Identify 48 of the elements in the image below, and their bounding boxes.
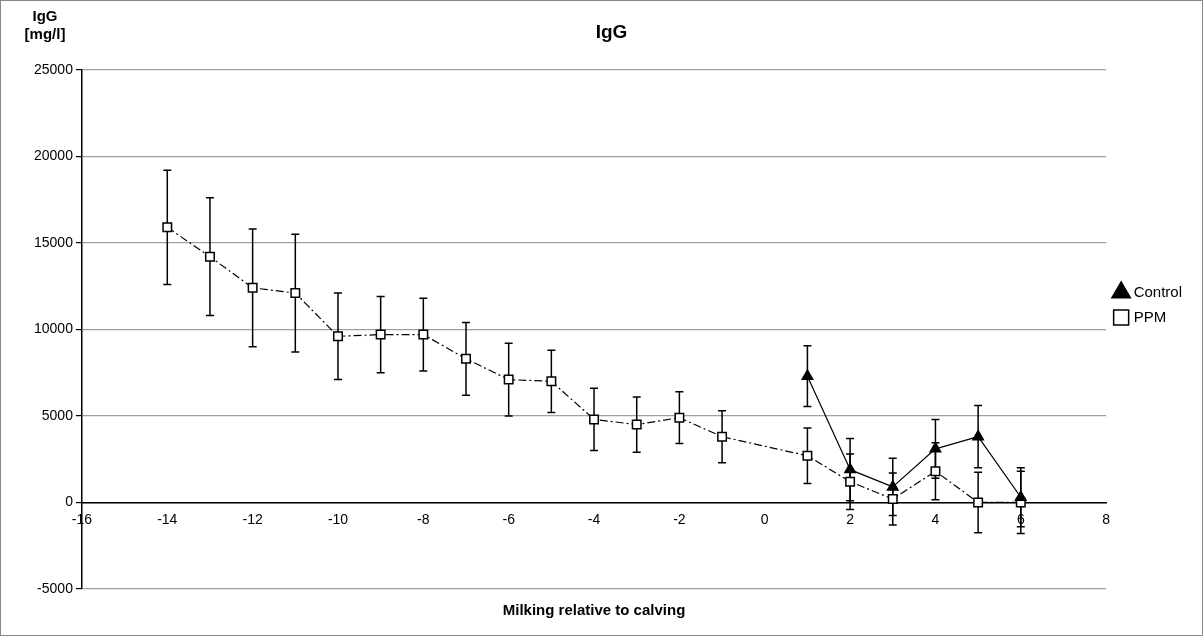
point (631, 419, 642, 430)
point (717, 431, 728, 442)
point (929, 442, 942, 453)
point (972, 429, 985, 441)
point (375, 329, 386, 340)
point (845, 476, 856, 487)
point (589, 414, 600, 425)
point (1014, 490, 1027, 502)
y-tick-label: 5000 (41, 406, 74, 423)
y-tick-label: 25000 (33, 60, 74, 77)
point (461, 353, 471, 364)
point (844, 462, 857, 474)
x-tick-label: 2 (846, 510, 855, 527)
point (332, 331, 343, 342)
x-tick-label: -4 (587, 510, 601, 527)
x-axis-title: Milking relative to calving (502, 600, 686, 618)
point (674, 412, 685, 423)
point (546, 376, 557, 387)
y-tick-label: 20000 (33, 147, 74, 164)
x-tick-label: -2 (673, 510, 686, 527)
x-tick-label: 0 (760, 510, 769, 527)
x-tick-label: 4 (931, 510, 940, 527)
point (886, 480, 899, 491)
point (503, 374, 514, 385)
point (887, 494, 898, 504)
y-tick-label: 15000 (33, 233, 74, 250)
x-tick-label: -6 (502, 510, 516, 527)
y-tick-label: 10000 (33, 320, 74, 337)
x-tick-label: -14 (157, 510, 178, 527)
point (162, 222, 173, 233)
x-tick-label: -12 (242, 510, 263, 527)
point (204, 251, 215, 262)
x-tick-label: 8 (1102, 510, 1111, 527)
point (973, 497, 984, 508)
chart-title: IgG (595, 20, 628, 42)
point (801, 369, 814, 380)
x-tick-label: -8 (417, 510, 430, 527)
legend-label: Control (1133, 282, 1182, 300)
legend-label: PPM (1133, 307, 1167, 325)
point (418, 329, 429, 340)
y-tick-label: -5000 (37, 579, 74, 596)
point (247, 282, 258, 293)
point (290, 288, 301, 299)
point (802, 450, 813, 461)
x-tick-label: -10 (327, 510, 349, 527)
y-tick-label: 0 (65, 493, 74, 510)
point (930, 466, 941, 477)
y-axis-title: IgG [mg/l] (23, 7, 67, 43)
